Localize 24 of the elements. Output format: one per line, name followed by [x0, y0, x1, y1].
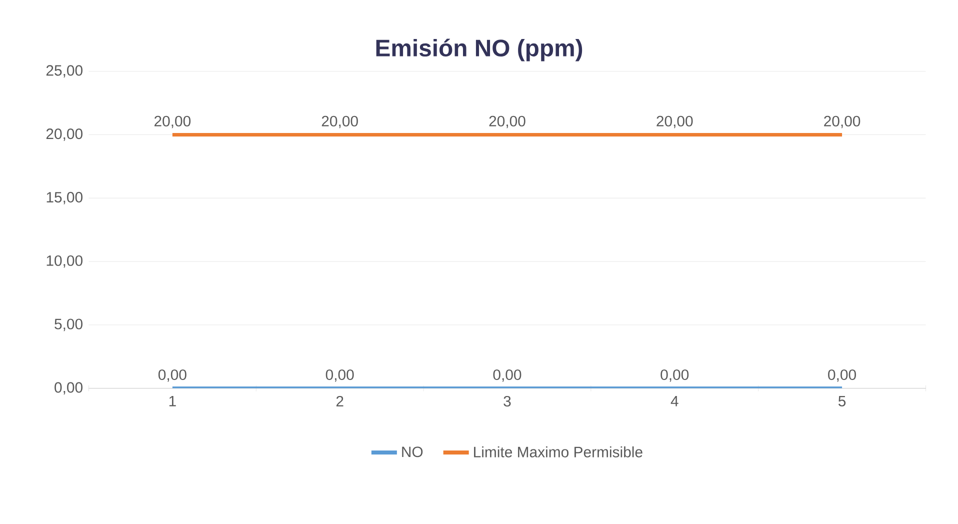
legend-label: NO: [402, 446, 423, 458]
data-label: 0,00: [660, 369, 689, 382]
legend-label: Limite Maximo Permisible: [474, 446, 642, 458]
x-tick-label: 1: [169, 396, 176, 406]
data-label: 20,00: [656, 116, 693, 128]
y-tick-label: 25,00: [46, 65, 82, 78]
data-label: 20,00: [322, 116, 358, 128]
data-label: 0,00: [158, 369, 186, 382]
y-tick-label: 10,00: [46, 255, 82, 268]
x-tick-label: 2: [336, 396, 344, 406]
x-tick-label: 5: [838, 396, 846, 406]
data-label: 20,00: [154, 116, 191, 128]
data-label: 20,00: [824, 116, 860, 128]
y-tick-label: 15,00: [46, 192, 82, 204]
x-tick-label: 3: [504, 396, 511, 407]
chart-title: Emisión NO (ppm): [376, 38, 582, 62]
x-tick-label: 4: [670, 396, 678, 406]
data-label: 0,00: [493, 369, 522, 382]
data-label: 0,00: [326, 369, 354, 382]
data-label: 20,00: [489, 116, 526, 128]
y-tick-label: 5,00: [54, 318, 82, 332]
y-tick-label: 20,00: [46, 128, 82, 141]
data-label: 0,00: [828, 369, 856, 382]
y-tick-label: 0,00: [54, 382, 82, 394]
